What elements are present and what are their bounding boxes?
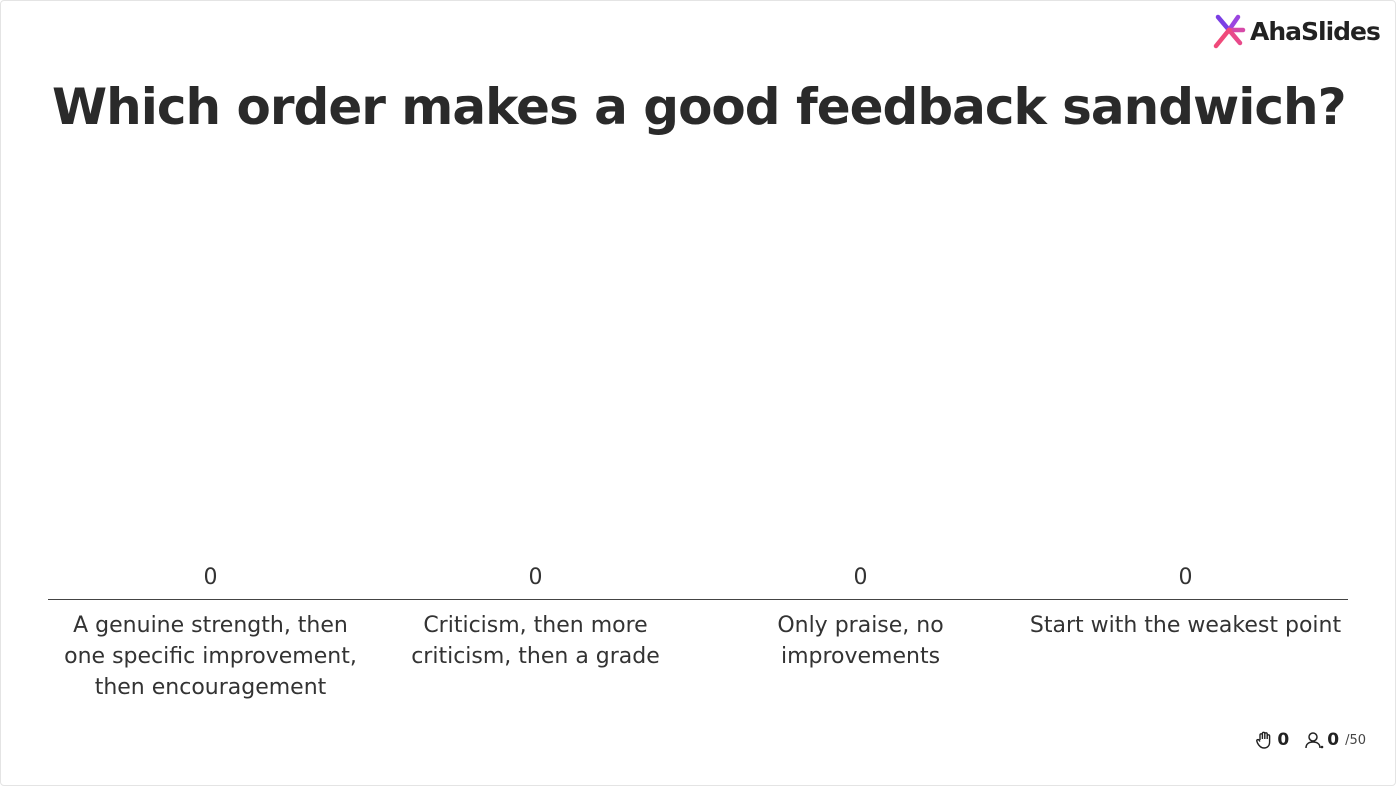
option-label: Start with the weakest point bbox=[1029, 613, 1342, 638]
value-label: 0 bbox=[528, 565, 543, 590]
value-label: 0 bbox=[853, 565, 868, 590]
logo[interactable]: AhaSlides bbox=[1212, 12, 1381, 50]
baseline bbox=[48, 599, 1348, 600]
option-label: A genuine strength, then one specific im… bbox=[64, 613, 357, 700]
reaction-count: 0 bbox=[1277, 730, 1290, 750]
value-label: 0 bbox=[203, 565, 218, 590]
footer: 0 0 /50 bbox=[1255, 730, 1366, 750]
logo-text: AhaSlides bbox=[1250, 16, 1381, 46]
reaction-icon bbox=[1256, 731, 1271, 749]
option-label: Criticism, then more criticism, then a g… bbox=[411, 613, 660, 669]
logo-icon bbox=[1213, 14, 1246, 49]
capacity: /50 bbox=[1345, 732, 1366, 748]
option-label: Only praise, no improvements bbox=[777, 613, 944, 669]
participant-icon bbox=[1305, 732, 1324, 749]
response-count: 0 bbox=[1327, 730, 1340, 750]
question-title: Which order makes a good feedback sandwi… bbox=[52, 78, 1347, 136]
value-label: 0 bbox=[1178, 565, 1193, 590]
